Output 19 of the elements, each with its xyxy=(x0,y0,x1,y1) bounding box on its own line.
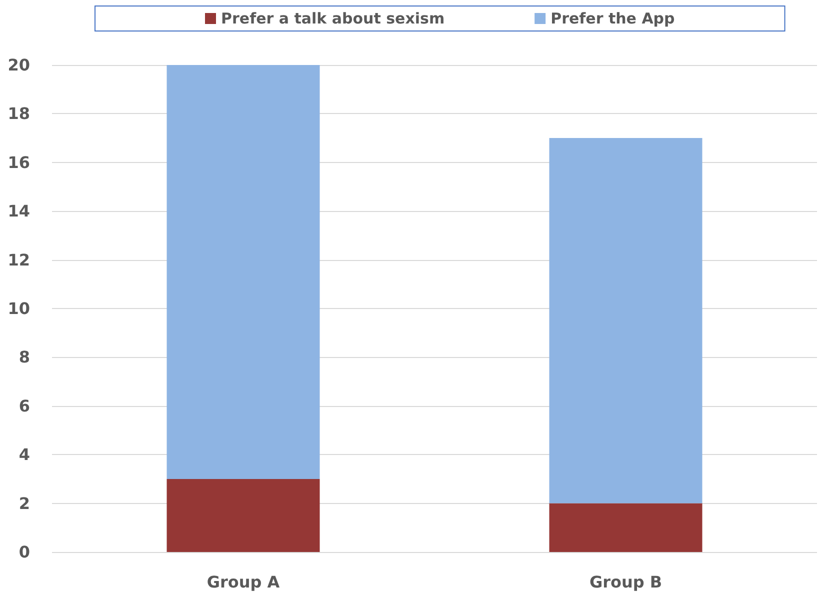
legend-label: Prefer a talk about sexism xyxy=(221,10,445,28)
y-tick-label: 12 xyxy=(8,250,30,270)
y-tick-label: 4 xyxy=(18,445,30,464)
y-tick-label: 20 xyxy=(8,56,30,74)
y-tick-label: 6 xyxy=(18,396,30,416)
y-tick-label: 8 xyxy=(18,348,30,367)
x-tick-label: Group A xyxy=(206,572,280,592)
bar xyxy=(166,478,320,552)
x-tick-label: Group B xyxy=(589,572,662,592)
y-tick-label: 14 xyxy=(8,202,30,221)
y-tick-label: 0 xyxy=(18,542,30,562)
y-tick-label: 18 xyxy=(8,104,30,124)
bar xyxy=(549,503,702,552)
y-tick-label: 10 xyxy=(8,299,30,318)
bar xyxy=(549,138,702,504)
y-tick-label: 16 xyxy=(8,152,30,172)
y-tick-label: 2 xyxy=(18,494,30,513)
legend-label: Prefer the App xyxy=(550,10,676,28)
bar xyxy=(166,65,320,479)
